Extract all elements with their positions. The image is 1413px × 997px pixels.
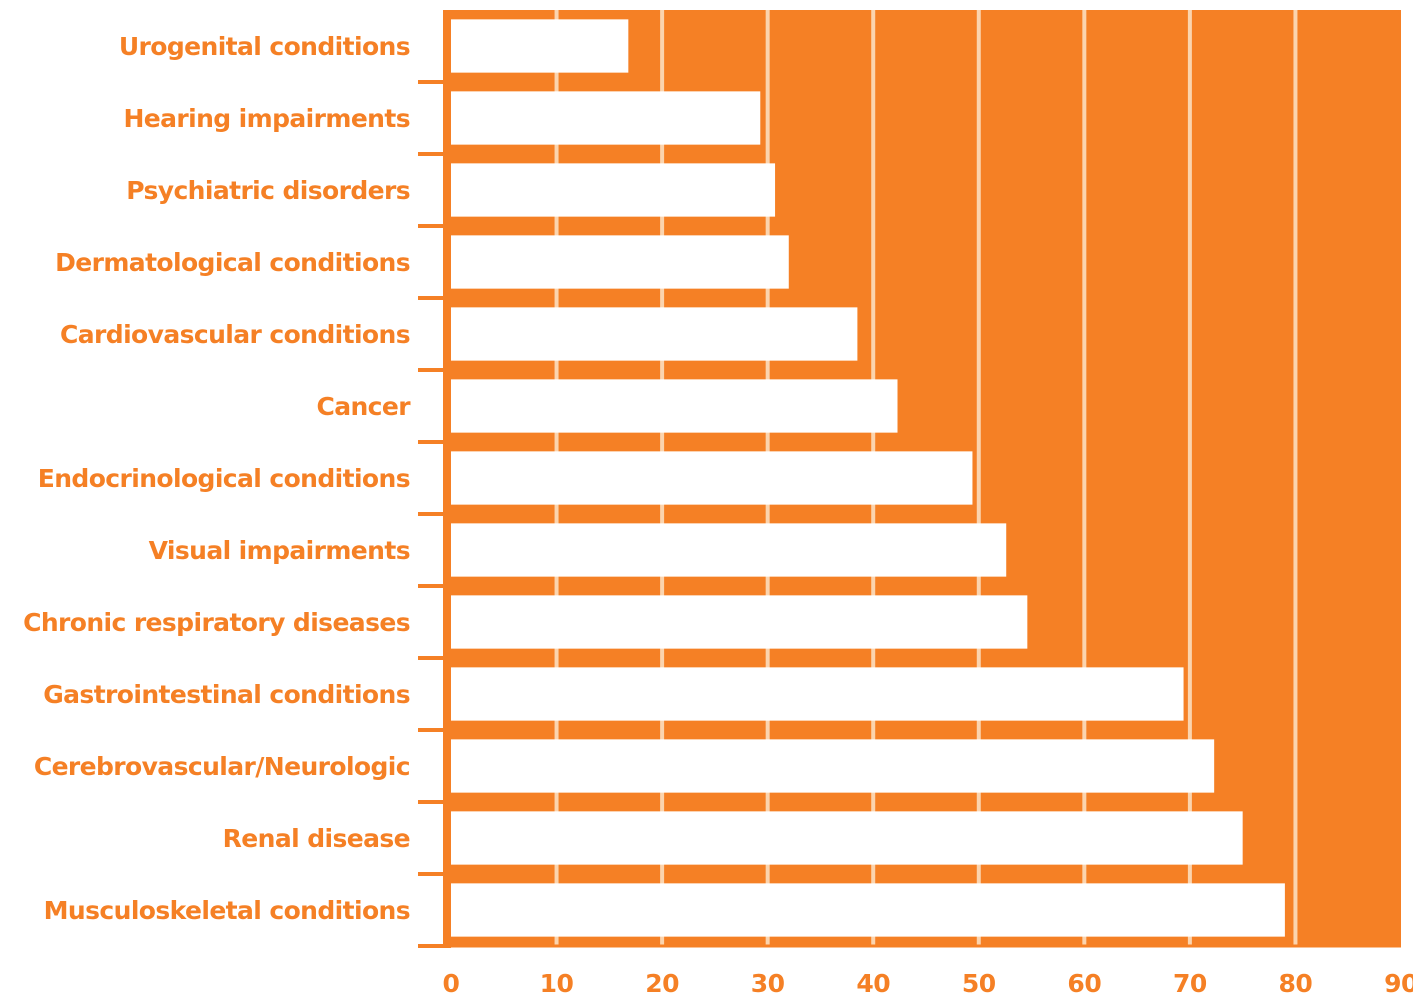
bar-8 (451, 595, 1028, 649)
x-tick-label: 40 (856, 969, 890, 997)
category-label: Psychiatric disorders (126, 176, 410, 205)
y-axis-line (443, 10, 451, 946)
category-label: Cerebrovascular/Neurologic (34, 752, 410, 781)
category-label: Renal disease (223, 824, 410, 853)
axes (418, 10, 1401, 948)
x-tick-label: 60 (1067, 969, 1101, 997)
bar-6 (451, 451, 973, 505)
category-label: Gastrointestinal conditions (43, 680, 410, 709)
category-label: Urogenital conditions (119, 32, 410, 61)
bar-12 (451, 883, 1285, 937)
x-tick-label: 80 (1279, 969, 1313, 997)
x-tick-label: 10 (540, 969, 574, 997)
x-tick-label: 70 (1173, 969, 1207, 997)
bar-9 (451, 667, 1184, 721)
bar-3 (451, 235, 789, 289)
category-labels: Urogenital conditions Hearing impairments… (23, 32, 412, 925)
x-tick-label: 20 (645, 969, 679, 997)
bar-1 (451, 91, 761, 145)
bar-4 (451, 307, 858, 361)
x-tick-label: 0 (443, 969, 460, 997)
category-label: Dermatological conditions (55, 248, 410, 277)
category-label: Endocrinological conditions (38, 464, 410, 493)
bar-7 (451, 523, 1007, 577)
category-label: Visual impairments (149, 536, 410, 565)
x-tick-label: 90 (1384, 969, 1413, 997)
x-tick-labels: 0 10 20 30 40 50 60 70 80 90 (443, 969, 1413, 997)
category-label: Cancer (316, 392, 411, 421)
category-label: Cardiovascular conditions (60, 320, 410, 349)
category-label: Musculoskeletal conditions (44, 896, 410, 925)
bar-2 (451, 163, 776, 217)
bar-10 (451, 739, 1215, 793)
bars (451, 19, 1285, 937)
bar-0 (451, 19, 629, 73)
category-label: Hearing impairments (123, 104, 410, 133)
bar-11 (451, 811, 1243, 865)
x-tick-label: 50 (962, 969, 996, 997)
x-tick-label: 30 (751, 969, 785, 997)
bar-5 (451, 379, 898, 433)
category-label: Chronic respiratory diseases (23, 608, 410, 637)
